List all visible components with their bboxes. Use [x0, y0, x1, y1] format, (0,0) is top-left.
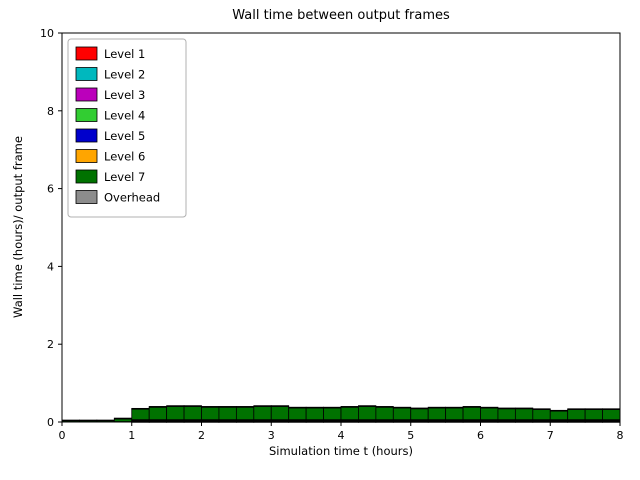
x-tick-label: 5 [407, 429, 414, 442]
bar-segment-level-7 [549, 410, 569, 421]
y-tick-label: 4 [47, 260, 54, 273]
bar-segment-overhead [235, 406, 255, 408]
bar-segment-overhead [392, 406, 412, 409]
legend-swatch-level-3 [75, 87, 98, 102]
bar-segment-level-7 [235, 406, 255, 421]
bar-segment-overhead [183, 405, 202, 407]
bar-segment-overhead [514, 407, 534, 410]
bar-segment-overhead [148, 406, 168, 408]
bar-segment-overhead [323, 406, 342, 409]
bar-segment-level-7 [480, 407, 499, 421]
x-tick-label: 6 [477, 429, 484, 442]
y-tick-label: 0 [47, 416, 54, 429]
legend-box [67, 38, 187, 218]
bar-segment-overhead [96, 419, 115, 422]
bar-segment-level-7 [131, 408, 150, 421]
bar-segment-overhead [375, 406, 394, 408]
bar-segment-level-7 [532, 409, 551, 421]
legend-label-overhead: Overhead [104, 191, 160, 205]
bar-segment-overhead [497, 407, 516, 410]
bar-segment-overhead [131, 407, 150, 410]
bar-segment-level-7 [375, 406, 394, 421]
bar-segment-overhead [358, 405, 377, 407]
bar-segment-overhead [166, 405, 185, 407]
bar-segment-level-7 [288, 407, 307, 421]
y-tick-label: 8 [47, 105, 54, 118]
legend-label-level-2: Level 2 [104, 68, 145, 82]
bar-segment-level-7 [410, 408, 429, 421]
bar-segment-level-7 [514, 408, 534, 421]
bar-segment-overhead [584, 408, 603, 410]
legend-label-level-6: Level 6 [104, 150, 145, 164]
x-tick-label: 2 [198, 429, 205, 442]
x-tick-label: 4 [338, 429, 345, 442]
bar-segment-overhead [445, 406, 464, 409]
chart-title: Wall time between output frames [232, 8, 450, 23]
legend-swatch-overhead [75, 190, 98, 204]
y-tick-label: 10 [40, 27, 54, 40]
bar-segment-overhead [462, 406, 481, 408]
bar-segment-level-7 [392, 407, 412, 421]
bar-segment-overhead [288, 406, 307, 409]
legend-label-level-7: Level 7 [104, 170, 145, 184]
bar-segment-level-7 [253, 406, 272, 421]
legend-swatch-level-2 [75, 67, 98, 81]
bar-segment-overhead [602, 408, 621, 410]
bar-segment-level-7 [358, 406, 377, 421]
x-tick-label: 3 [268, 429, 275, 442]
bar-segment-level-7 [218, 406, 237, 421]
bar-segment-overhead [253, 405, 272, 407]
legend-swatch-level-7 [75, 169, 98, 184]
bar-segment-level-7 [201, 406, 220, 421]
legend-label-level-1: Level 1 [104, 47, 145, 61]
bar-segment-level-7 [462, 406, 481, 421]
bar-segment-level-7 [113, 418, 133, 423]
bar-segment-overhead [218, 406, 237, 408]
bar-segment-level-7 [497, 408, 516, 421]
bar-segment-level-7 [427, 407, 447, 421]
bar-segment-overhead [305, 406, 324, 409]
x-axis-label: Simulation time t (hours) [268, 444, 414, 458]
bar-segment-level-7 [602, 409, 621, 421]
bar-segment-level-7 [305, 407, 324, 421]
bar-segment-overhead [427, 406, 447, 409]
bar-segment-level-7 [323, 407, 342, 421]
bar-segment-overhead [113, 417, 133, 420]
legend-swatch-level-1 [75, 46, 98, 61]
legend-label-level-3: Level 3 [104, 88, 145, 102]
bar-segment-overhead [201, 406, 220, 408]
legend-label-level-5: Level 5 [104, 129, 145, 143]
legend-swatch-level-5 [75, 128, 98, 143]
bar-segment-level-7 [584, 409, 603, 421]
bar-segment-level-7 [340, 406, 359, 421]
bar-segment-overhead [79, 419, 98, 422]
bar-segment-overhead [270, 405, 290, 407]
bar-segment-overhead [480, 406, 499, 409]
bar-segment-overhead [61, 419, 80, 422]
bar-segment-level-7 [270, 406, 290, 421]
bar-segment-level-7 [567, 409, 586, 421]
bar-segment-level-7 [148, 406, 168, 421]
y-tick-label: 6 [47, 183, 54, 196]
bar-segment-level-7 [166, 406, 185, 421]
bar-segment-overhead [410, 407, 429, 410]
bar-segment-overhead [340, 406, 359, 408]
bar-segment-level-7 [445, 407, 464, 421]
x-tick-label: 0 [59, 429, 66, 442]
x-tick-label: 8 [617, 429, 624, 442]
bar-segment-level-7 [183, 406, 202, 421]
x-tick-label: 7 [547, 429, 554, 442]
bar-segment-overhead [532, 408, 551, 410]
x-tick-label: 1 [128, 429, 135, 442]
legend-label-level-4: Level 4 [104, 109, 145, 123]
y-tick-label: 2 [47, 338, 54, 351]
legend-swatch-level-4 [75, 108, 98, 122]
legend-swatch-level-6 [75, 149, 98, 163]
bar-segment-overhead [567, 408, 586, 410]
bar-segment-overhead [549, 409, 569, 412]
